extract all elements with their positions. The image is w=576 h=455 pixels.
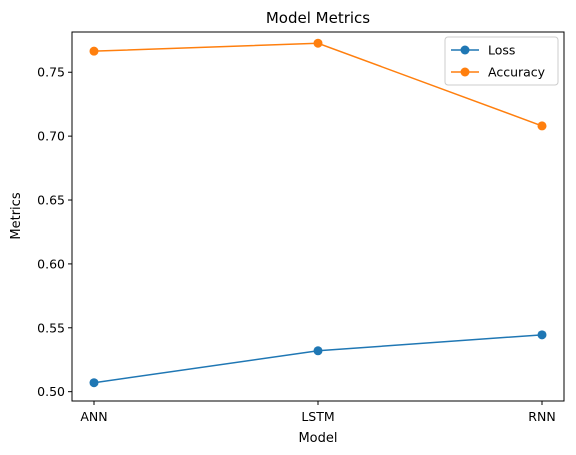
data-point-loss: [537, 330, 547, 340]
plot-area: [71, 31, 565, 402]
y-tick-label: 0.75: [37, 65, 65, 80]
series-line-loss: [93, 334, 543, 384]
legend-frame: [444, 36, 559, 86]
y-tick-label: 0.55: [37, 320, 65, 335]
data-point-accuracy: [313, 38, 323, 48]
y-tick-label: 0.50: [37, 384, 65, 399]
legend-marker-accuracy: [460, 67, 470, 77]
x-axis-label: Model: [298, 431, 337, 446]
data-point-accuracy: [89, 46, 99, 56]
x-tick-label: LSTM: [301, 409, 334, 424]
y-tick-label: 0.70: [37, 129, 65, 144]
data-point-accuracy: [537, 121, 547, 131]
x-tick-label: ANN: [80, 409, 107, 424]
y-tick-label: 0.65: [37, 193, 65, 208]
y-tick-label: 0.60: [37, 256, 65, 271]
data-point-loss: [89, 378, 99, 388]
x-axis: ANN LSTM RNN: [80, 401, 556, 424]
x-tick-label: RNN: [528, 409, 555, 424]
legend: Loss Accuracy: [444, 36, 559, 86]
data-point-loss: [313, 346, 323, 356]
chart-title: Model Metrics: [266, 9, 370, 27]
legend-label-accuracy: Accuracy: [488, 65, 546, 80]
y-axis-label: Metrics: [9, 192, 24, 239]
legend-label-loss: Loss: [488, 43, 515, 58]
series-layer: [89, 38, 547, 388]
legend-marker-loss: [460, 45, 470, 55]
y-axis: 0.50 0.55 0.60 0.65 0.70 0.75: [37, 65, 72, 399]
